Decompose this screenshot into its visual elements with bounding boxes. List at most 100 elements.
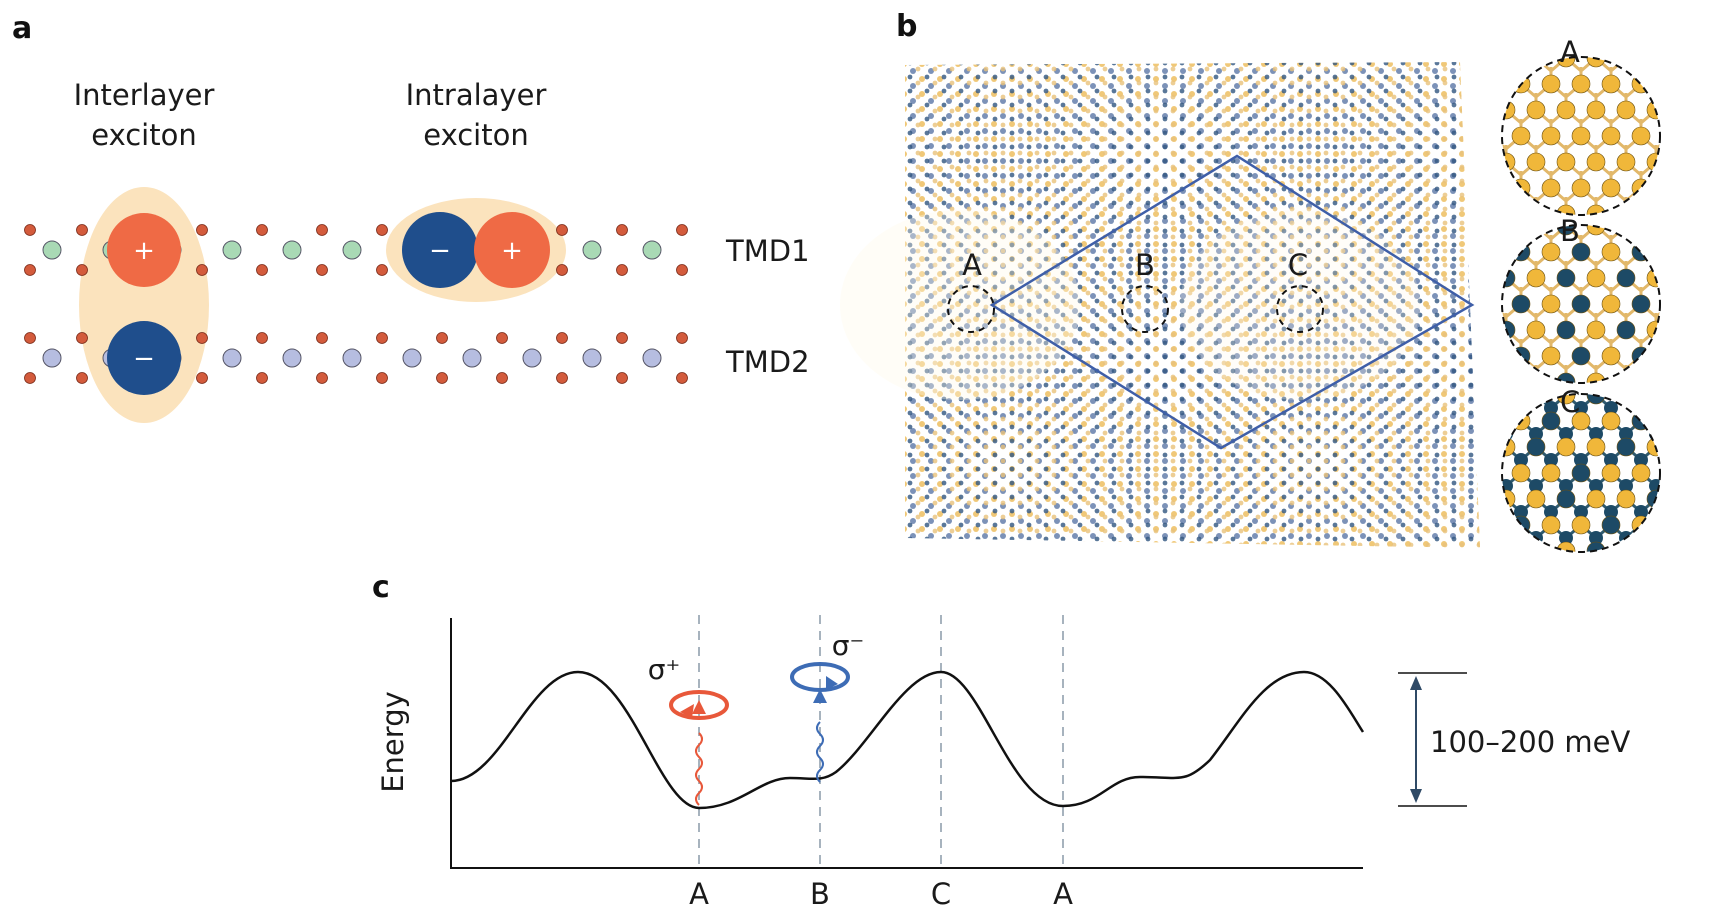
atom: [1662, 412, 1680, 430]
atom: [1526, 541, 1546, 552]
atom: [1692, 127, 1710, 145]
atom: [1526, 225, 1546, 236]
bond: [1686, 382, 1701, 395]
bond: [1701, 226, 1716, 239]
bond: [1535, 549, 1552, 552]
metal-atom: [342, 348, 362, 368]
bond: [1502, 380, 1507, 383]
bond: [1595, 212, 1612, 215]
bond: [1686, 252, 1701, 265]
inset-a-circle: [1501, 56, 1661, 216]
bond: [1686, 356, 1701, 369]
bond: [1671, 252, 1686, 265]
bond: [1502, 549, 1507, 552]
chalcogen-atom: [556, 372, 568, 384]
inset-b-structure: [1467, 217, 1720, 395]
moire-site-a-circle: [947, 285, 995, 333]
atom: [1574, 505, 1588, 519]
atom: [1707, 373, 1720, 391]
bond: [1701, 110, 1716, 123]
bond: [1640, 57, 1657, 73]
atom: [1541, 74, 1561, 94]
inset-c-structure: [1482, 394, 1716, 571]
atom: [1677, 321, 1695, 339]
bond: [1502, 354, 1507, 371]
bond: [1686, 162, 1701, 175]
bond: [1716, 278, 1720, 291]
atom: [1692, 75, 1710, 93]
atom: [1662, 295, 1680, 313]
scale-arrow-up: [1410, 676, 1422, 690]
atom: [1589, 531, 1603, 545]
bond: [1640, 354, 1657, 371]
atom: [1502, 100, 1516, 120]
bond: [1686, 499, 1701, 512]
bond: [1610, 549, 1627, 552]
sigma-plus-arrowhead: [692, 700, 706, 714]
bond: [1520, 212, 1537, 215]
chalcogen-atom: [76, 332, 88, 344]
bond: [1701, 499, 1716, 512]
atom: [1692, 412, 1710, 430]
atom: [1634, 453, 1648, 467]
bond: [1505, 549, 1522, 552]
atom: [1482, 464, 1500, 482]
atom: [1601, 463, 1621, 483]
bond: [1625, 549, 1642, 552]
atom: [1677, 490, 1695, 508]
bond: [1502, 497, 1507, 514]
inset-c-label: C: [1560, 385, 1580, 419]
sigma-plus-rotation: [669, 690, 729, 720]
bond: [1701, 421, 1716, 434]
chalcogen-atom: [676, 332, 688, 344]
atom: [1502, 394, 1516, 405]
bond: [1701, 162, 1716, 175]
chalcogen-atom: [256, 332, 268, 344]
bond: [1550, 549, 1567, 552]
bond: [1505, 380, 1522, 383]
bond: [1701, 58, 1716, 71]
bond: [1502, 328, 1507, 345]
bond: [1505, 394, 1522, 410]
atom: [1692, 243, 1710, 261]
atom: [1677, 542, 1695, 560]
atom: [1544, 453, 1558, 467]
bond: [1640, 212, 1657, 215]
atom: [1619, 479, 1633, 493]
atom: [1664, 453, 1678, 467]
bond: [1461, 58, 1476, 71]
intralayer-electron: [402, 212, 478, 288]
atom: [1646, 372, 1660, 383]
chalcogen-atom: [76, 372, 88, 384]
atom: [1586, 268, 1606, 288]
atom: [1556, 320, 1576, 340]
atom: [1526, 204, 1546, 215]
chalcogen-atom: [316, 224, 328, 236]
atom: [1631, 463, 1651, 483]
bond: [1655, 57, 1660, 73]
atom: [1616, 152, 1636, 172]
bond: [1625, 380, 1642, 383]
bond: [1686, 473, 1701, 486]
scale-arrow-down: [1410, 789, 1422, 803]
bond: [1701, 136, 1716, 149]
bond: [1701, 473, 1716, 486]
bond: [1701, 551, 1716, 564]
atom: [1544, 401, 1558, 415]
metal-atom: [42, 348, 62, 368]
bond: [1655, 380, 1660, 383]
bond: [1640, 394, 1657, 410]
bond: [1716, 382, 1720, 395]
bond: [1655, 497, 1660, 514]
atom: [1677, 49, 1695, 67]
bond: [1476, 188, 1491, 201]
moire-site-c-circle: [1276, 285, 1324, 333]
intralayer-label-line1: Intralayer: [406, 78, 547, 112]
atom: [1571, 74, 1591, 94]
atom: [1571, 346, 1591, 366]
atom: [1604, 453, 1618, 467]
atom: [1467, 217, 1485, 235]
atom: [1604, 557, 1618, 571]
atom: [1482, 127, 1500, 145]
chalcogen-atom: [496, 332, 508, 344]
